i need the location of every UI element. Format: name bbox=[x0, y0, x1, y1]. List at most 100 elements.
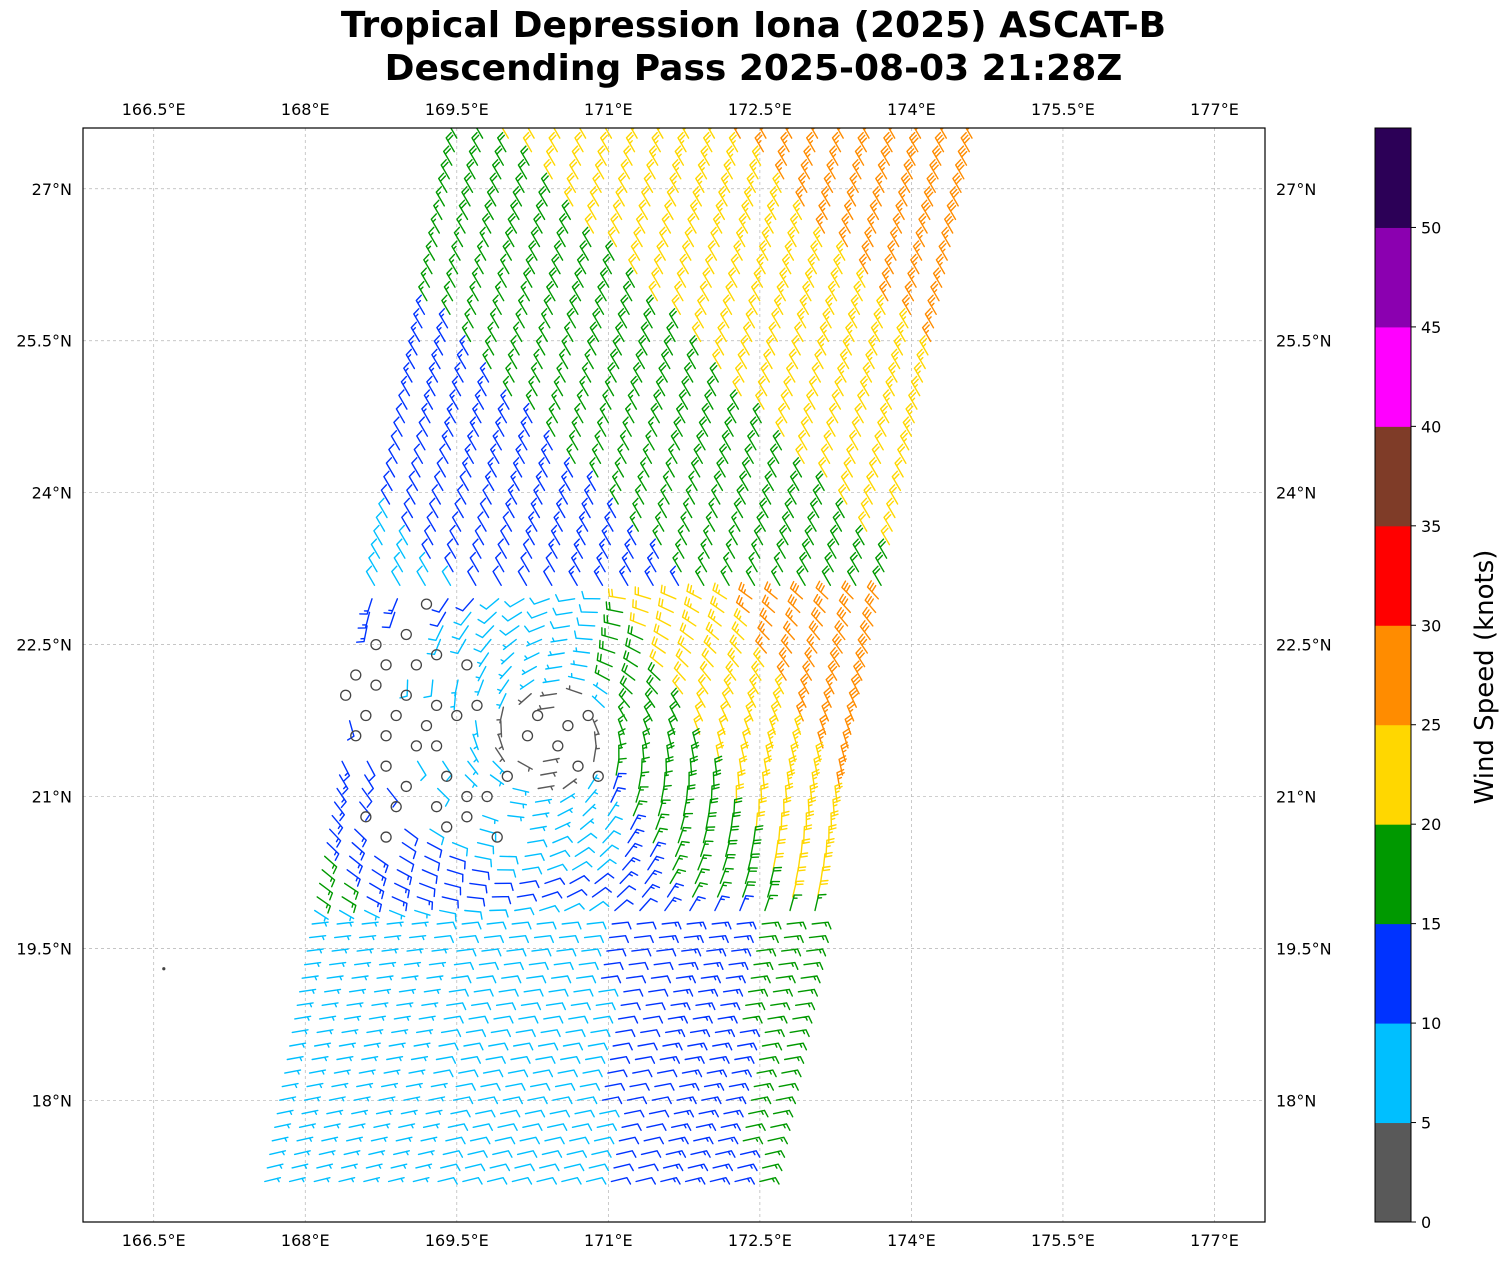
wind-barb bbox=[707, 128, 716, 139]
wind-barb bbox=[582, 226, 592, 248]
wind-barb bbox=[374, 855, 389, 874]
wind-barb bbox=[700, 145, 710, 166]
wind-barb bbox=[853, 660, 863, 681]
wind-barb bbox=[734, 1056, 755, 1064]
wind-barb bbox=[484, 470, 495, 492]
wind-barb bbox=[507, 213, 518, 234]
wind-barb bbox=[437, 1177, 458, 1185]
wind-barb bbox=[416, 760, 427, 782]
wind-barb bbox=[487, 457, 497, 478]
wind-barb bbox=[836, 128, 844, 139]
wind-barb bbox=[373, 988, 392, 994]
wind-barb bbox=[677, 131, 687, 153]
wind-barb bbox=[410, 321, 421, 343]
wind-barb bbox=[825, 294, 835, 315]
wind-barb bbox=[609, 1056, 631, 1064]
wind-barb bbox=[482, 1069, 504, 1078]
wind-barb bbox=[644, 869, 663, 885]
wind-barb bbox=[526, 975, 547, 984]
wind-barb bbox=[726, 145, 736, 166]
wind-barb bbox=[326, 842, 340, 861]
wind-barb bbox=[874, 430, 884, 451]
calm-wind-circles bbox=[340, 598, 604, 843]
wind-barb bbox=[736, 226, 746, 248]
wind-barb bbox=[467, 1150, 488, 1158]
wind-barb bbox=[660, 484, 670, 505]
calm-wind-circle bbox=[531, 709, 544, 722]
wind-barb bbox=[304, 961, 322, 967]
wind-barb bbox=[413, 443, 424, 464]
wind-barb bbox=[571, 416, 581, 437]
wind-barb bbox=[678, 961, 699, 970]
wind-barb bbox=[431, 598, 449, 613]
wind-barb bbox=[799, 294, 809, 315]
wind-barb bbox=[804, 524, 814, 546]
wind-barb bbox=[329, 961, 347, 967]
wind-barb bbox=[832, 796, 841, 817]
wind-barb bbox=[433, 199, 443, 221]
wind-barb bbox=[707, 240, 718, 261]
wind-barb bbox=[346, 869, 361, 887]
wind-barb bbox=[318, 1150, 336, 1156]
wind-barb bbox=[535, 199, 546, 221]
wind-barb bbox=[716, 457, 726, 478]
wind-barb bbox=[823, 687, 832, 708]
wind-barb bbox=[703, 961, 724, 970]
wind-barb bbox=[625, 131, 636, 153]
wind-barb bbox=[441, 565, 452, 586]
wind-barb bbox=[574, 267, 584, 288]
wind-barb bbox=[670, 687, 681, 708]
wind-barb bbox=[658, 597, 674, 614]
wind-barb bbox=[336, 787, 347, 809]
wind-barb bbox=[477, 652, 490, 667]
wind-barb bbox=[556, 497, 566, 519]
wind-barb bbox=[531, 948, 552, 957]
wind-barb bbox=[905, 402, 915, 424]
wind-barb bbox=[289, 1042, 307, 1048]
wind-barb bbox=[739, 470, 749, 492]
wind-barb bbox=[434, 935, 454, 944]
wind-barb bbox=[721, 687, 731, 708]
wind-barb bbox=[387, 1177, 405, 1183]
wind-barb bbox=[633, 226, 643, 248]
wind-barb bbox=[773, 551, 784, 573]
wind-barb bbox=[679, 1082, 700, 1091]
wind-barb bbox=[540, 172, 551, 193]
wind-barb bbox=[655, 610, 672, 627]
wind-barb bbox=[620, 294, 630, 315]
wind-barb bbox=[799, 551, 809, 573]
wind-barb bbox=[418, 551, 429, 573]
wind-barb bbox=[358, 1069, 376, 1075]
wind-barb bbox=[858, 253, 869, 275]
wind-barb bbox=[274, 1123, 292, 1129]
wind-barb bbox=[340, 1163, 358, 1169]
wind-barb bbox=[527, 839, 548, 848]
wind-barb bbox=[594, 664, 611, 681]
wind-barb bbox=[809, 497, 820, 519]
wind-barb bbox=[734, 1177, 755, 1185]
wind-barb bbox=[883, 131, 893, 153]
wind-barb bbox=[445, 131, 455, 153]
wind-barb bbox=[391, 1029, 409, 1035]
wind-barb bbox=[758, 935, 779, 944]
wind-barb bbox=[539, 905, 560, 913]
lat-tick-label-right: 22.5°N bbox=[1276, 636, 1332, 655]
wind-barb bbox=[363, 1042, 381, 1048]
wind-barb bbox=[383, 598, 399, 615]
wind-barb bbox=[764, 1150, 786, 1158]
wind-barb bbox=[435, 186, 445, 207]
wind-barb bbox=[666, 186, 677, 207]
wind-barb bbox=[378, 497, 388, 519]
wind-barb bbox=[365, 565, 376, 586]
wind-barb bbox=[705, 511, 716, 532]
wind-barb bbox=[612, 772, 627, 790]
lat-tick-label-right: 21°N bbox=[1276, 788, 1316, 807]
wind-barb bbox=[599, 844, 619, 857]
wind-barb bbox=[792, 880, 805, 898]
wind-barb bbox=[929, 159, 939, 180]
calm-wind-circle bbox=[461, 811, 473, 823]
wind-barb bbox=[386, 921, 404, 927]
wind-barb bbox=[453, 226, 464, 248]
wind-barb bbox=[463, 1042, 484, 1051]
wind-barb bbox=[748, 294, 758, 315]
